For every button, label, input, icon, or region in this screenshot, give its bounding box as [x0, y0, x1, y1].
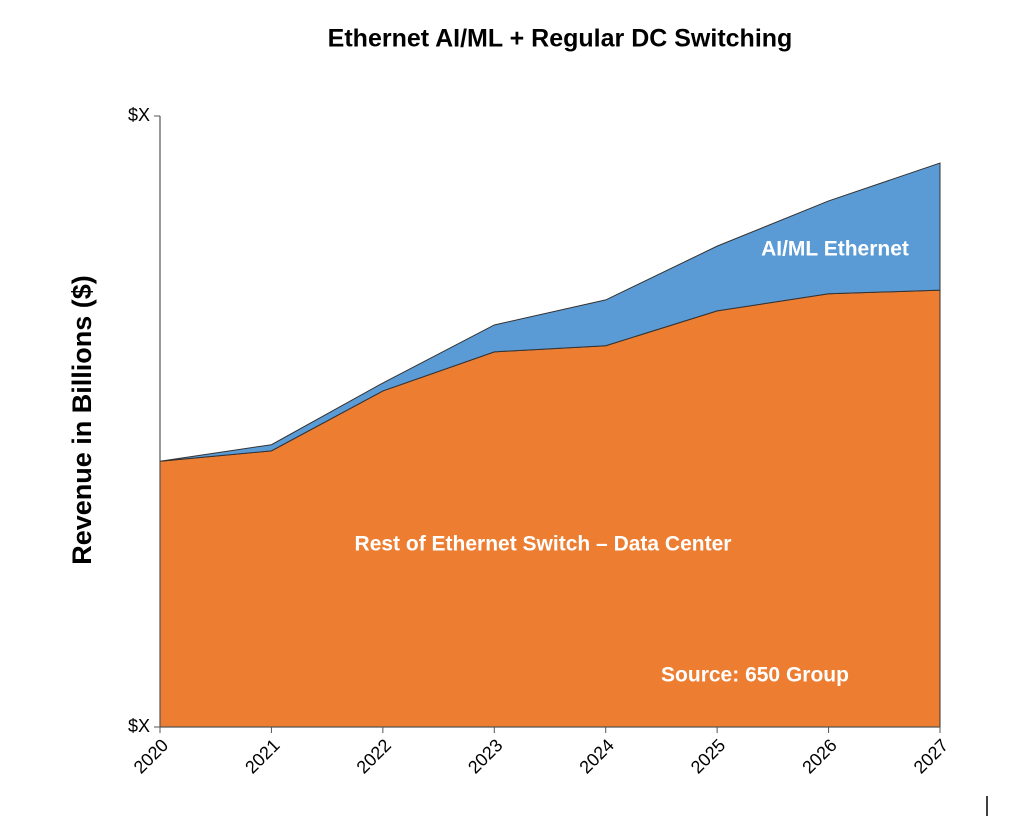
y-axis-label: Revenue in Billions ($)	[67, 275, 97, 565]
chart-title: Ethernet AI/ML + Regular DC Switching	[328, 25, 793, 53]
series-label: AI/ML Ethernet	[761, 238, 909, 261]
y-tick-label: $X	[128, 716, 150, 736]
series-label: Rest of Ethernet Switch – Data Center	[355, 533, 732, 556]
area	[159, 162, 941, 462]
annotation: Source: 650 Group	[661, 664, 849, 687]
y-tick-label: $X	[128, 105, 150, 125]
